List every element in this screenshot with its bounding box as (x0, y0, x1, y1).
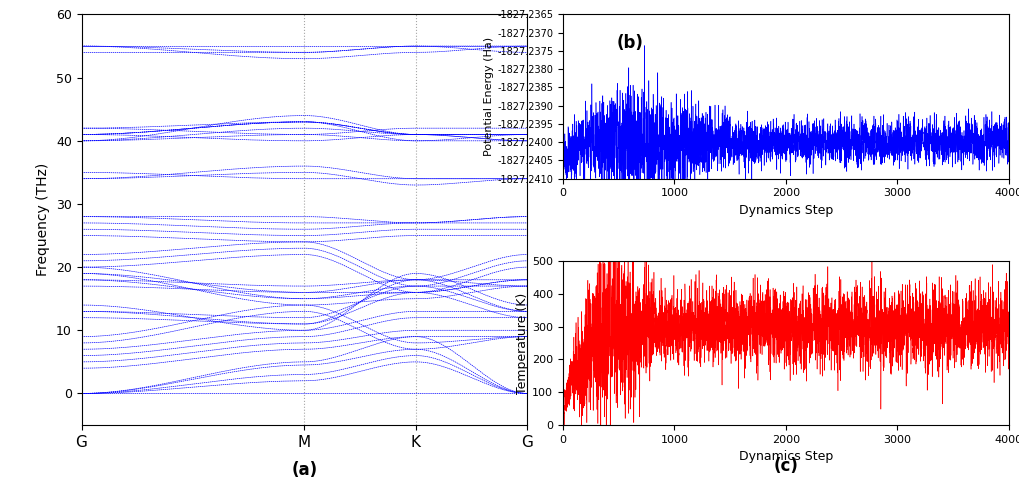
Y-axis label: Temperature (K): Temperature (K) (517, 292, 530, 394)
X-axis label: Dynamics Step: Dynamics Step (739, 204, 833, 217)
Y-axis label: Frequency (THz): Frequency (THz) (37, 163, 50, 276)
X-axis label: (a): (a) (291, 461, 318, 479)
Text: (c): (c) (773, 457, 798, 475)
Y-axis label: Potential Energy (Ha): Potential Energy (Ha) (484, 37, 494, 156)
Text: (b): (b) (616, 34, 643, 52)
X-axis label: Dynamics Step: Dynamics Step (739, 450, 833, 463)
